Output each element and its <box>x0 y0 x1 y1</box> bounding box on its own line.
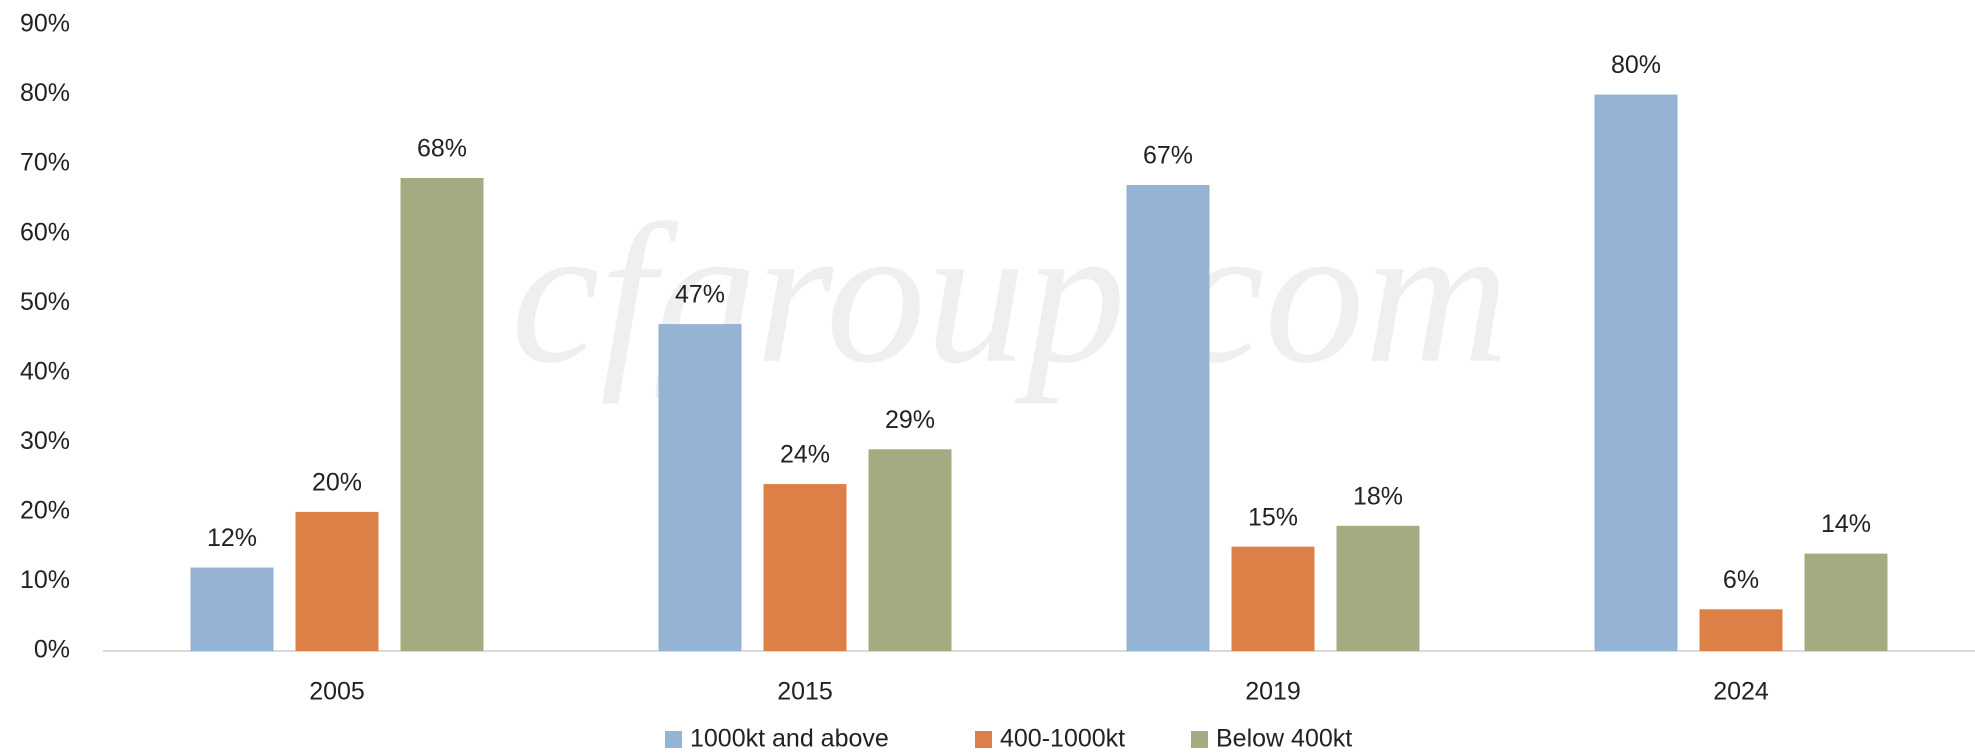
legend-swatch <box>975 731 992 748</box>
bar <box>190 567 274 651</box>
legend-label: 400-1000kt <box>1000 725 1125 753</box>
y-tick-label: 10% <box>20 566 70 594</box>
bar <box>1336 525 1420 651</box>
y-tick-label: 70% <box>20 149 70 177</box>
data-label: 80% <box>1611 51 1661 79</box>
y-tick-label: 80% <box>20 79 70 107</box>
data-label: 12% <box>207 524 257 552</box>
data-label: 6% <box>1723 566 1759 594</box>
data-label: 68% <box>417 135 467 163</box>
bar <box>1804 553 1888 651</box>
bar <box>658 324 742 651</box>
bar <box>1231 546 1315 651</box>
legend-swatch <box>1191 731 1208 748</box>
x-tick-label: 2024 <box>1713 678 1769 706</box>
data-label: 67% <box>1143 142 1193 170</box>
legend-swatch <box>665 731 682 748</box>
data-label: 18% <box>1353 482 1403 510</box>
y-tick-label: 90% <box>20 10 70 38</box>
bar <box>763 484 847 651</box>
y-tick-label: 30% <box>20 427 70 455</box>
data-label: 15% <box>1248 503 1298 531</box>
bar <box>295 511 379 651</box>
x-tick-label: 2015 <box>777 678 833 706</box>
legend-label: 1000kt and above <box>690 725 889 753</box>
bar <box>1126 184 1210 651</box>
y-tick-label: 40% <box>20 357 70 385</box>
legend-label: Below 400kt <box>1216 725 1352 753</box>
data-label: 29% <box>885 406 935 434</box>
y-tick-label: 60% <box>20 218 70 246</box>
data-label: 14% <box>1821 510 1871 538</box>
bar <box>1594 94 1678 652</box>
y-tick-label: 20% <box>20 496 70 524</box>
x-tick-label: 2019 <box>1245 678 1301 706</box>
bar <box>1699 609 1783 651</box>
data-label: 20% <box>312 468 362 496</box>
y-tick-label: 0% <box>34 636 70 664</box>
bar <box>868 449 952 651</box>
data-label: 47% <box>675 281 725 309</box>
y-tick-label: 50% <box>20 288 70 316</box>
bar <box>400 178 484 651</box>
data-label: 24% <box>780 441 830 469</box>
x-tick-label: 2005 <box>309 678 365 706</box>
